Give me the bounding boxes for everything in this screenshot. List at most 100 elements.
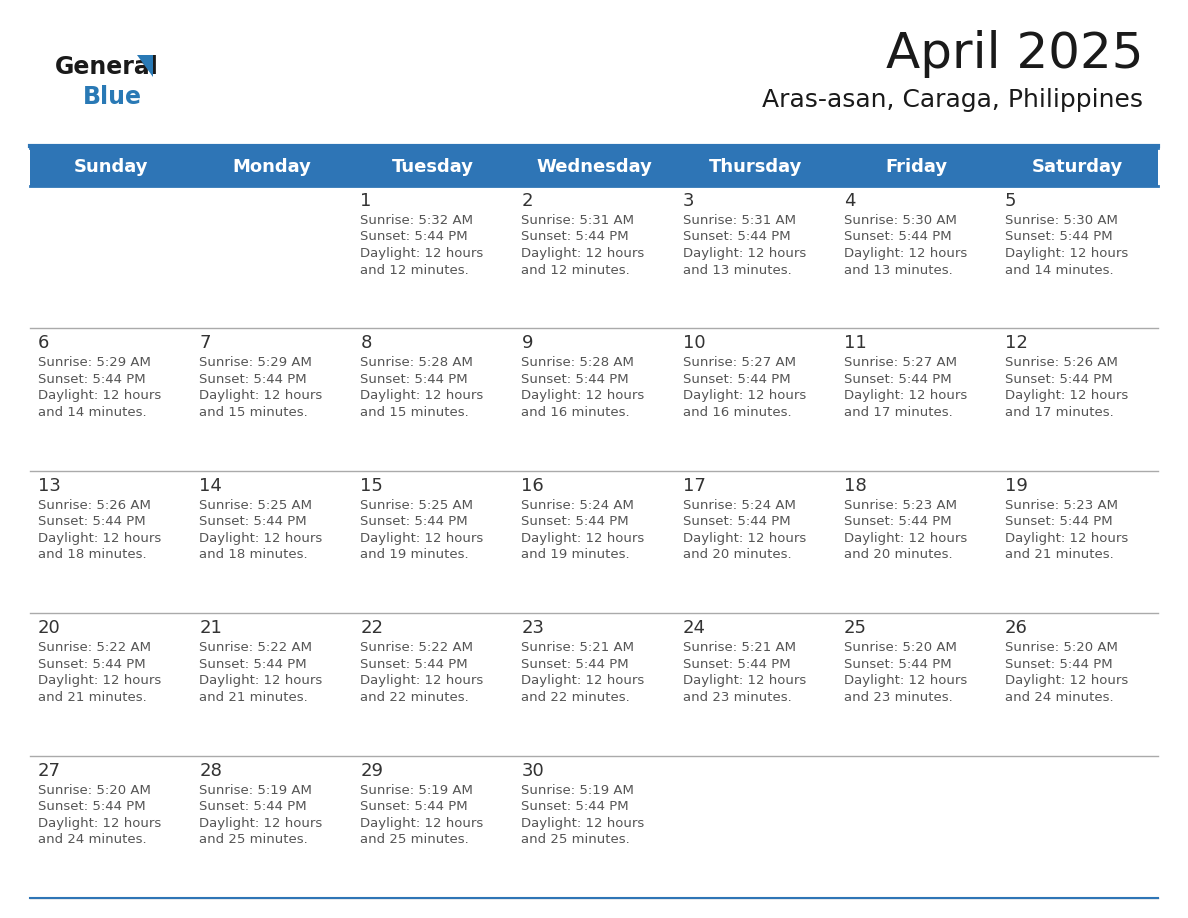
Bar xyxy=(353,186,513,329)
Text: 30: 30 xyxy=(522,762,544,779)
Bar xyxy=(835,613,997,756)
Text: and 17 minutes.: and 17 minutes. xyxy=(1005,406,1113,419)
Text: Sunrise: 5:29 AM: Sunrise: 5:29 AM xyxy=(200,356,312,369)
Text: Sunset: 5:44 PM: Sunset: 5:44 PM xyxy=(200,373,307,386)
Text: Daylight: 12 hours: Daylight: 12 hours xyxy=(200,389,322,402)
Text: and 21 minutes.: and 21 minutes. xyxy=(200,690,308,704)
Text: Sunset: 5:44 PM: Sunset: 5:44 PM xyxy=(1005,230,1112,243)
Text: Sunset: 5:44 PM: Sunset: 5:44 PM xyxy=(38,800,146,813)
Text: Sunset: 5:44 PM: Sunset: 5:44 PM xyxy=(38,373,146,386)
Text: and 21 minutes.: and 21 minutes. xyxy=(38,690,147,704)
Text: Sunset: 5:44 PM: Sunset: 5:44 PM xyxy=(360,800,468,813)
Bar xyxy=(30,329,191,471)
Bar xyxy=(513,329,675,471)
Text: Sunset: 5:44 PM: Sunset: 5:44 PM xyxy=(522,515,630,528)
Text: Sunrise: 5:26 AM: Sunrise: 5:26 AM xyxy=(1005,356,1118,369)
Text: Daylight: 12 hours: Daylight: 12 hours xyxy=(38,674,162,688)
Text: 3: 3 xyxy=(683,192,694,210)
Text: 27: 27 xyxy=(38,762,61,779)
Text: 16: 16 xyxy=(522,476,544,495)
Text: and 12 minutes.: and 12 minutes. xyxy=(360,263,469,276)
Text: Daylight: 12 hours: Daylight: 12 hours xyxy=(1005,247,1129,260)
Bar xyxy=(675,186,835,329)
Text: 7: 7 xyxy=(200,334,210,353)
Text: 5: 5 xyxy=(1005,192,1017,210)
Text: Daylight: 12 hours: Daylight: 12 hours xyxy=(38,817,162,830)
Text: 1: 1 xyxy=(360,192,372,210)
Text: Sunrise: 5:26 AM: Sunrise: 5:26 AM xyxy=(38,498,151,512)
Bar xyxy=(30,148,1158,186)
Bar xyxy=(513,471,675,613)
Text: 9: 9 xyxy=(522,334,533,353)
Text: Saturday: Saturday xyxy=(1032,158,1123,176)
Text: Sunrise: 5:25 AM: Sunrise: 5:25 AM xyxy=(200,498,312,512)
Bar xyxy=(675,613,835,756)
Text: Daylight: 12 hours: Daylight: 12 hours xyxy=(360,532,484,544)
Bar xyxy=(997,186,1158,329)
Text: Sunset: 5:44 PM: Sunset: 5:44 PM xyxy=(683,657,790,671)
Text: Sunset: 5:44 PM: Sunset: 5:44 PM xyxy=(1005,515,1112,528)
Text: Daylight: 12 hours: Daylight: 12 hours xyxy=(200,817,322,830)
Bar xyxy=(997,613,1158,756)
Text: Sunrise: 5:29 AM: Sunrise: 5:29 AM xyxy=(38,356,151,369)
Text: Sunset: 5:44 PM: Sunset: 5:44 PM xyxy=(38,657,146,671)
Text: Sunrise: 5:28 AM: Sunrise: 5:28 AM xyxy=(360,356,473,369)
Text: Sunrise: 5:21 AM: Sunrise: 5:21 AM xyxy=(683,641,796,655)
Polygon shape xyxy=(137,55,153,77)
Text: 11: 11 xyxy=(843,334,866,353)
Text: Sunset: 5:44 PM: Sunset: 5:44 PM xyxy=(360,515,468,528)
Bar xyxy=(997,329,1158,471)
Text: 17: 17 xyxy=(683,476,706,495)
Text: and 21 minutes.: and 21 minutes. xyxy=(1005,548,1113,561)
Text: and 17 minutes.: and 17 minutes. xyxy=(843,406,953,419)
Text: 26: 26 xyxy=(1005,620,1028,637)
Text: Sunrise: 5:32 AM: Sunrise: 5:32 AM xyxy=(360,214,473,227)
Bar xyxy=(191,613,353,756)
Text: Sunset: 5:44 PM: Sunset: 5:44 PM xyxy=(683,515,790,528)
Bar xyxy=(835,329,997,471)
Text: Blue: Blue xyxy=(83,85,143,109)
Text: Daylight: 12 hours: Daylight: 12 hours xyxy=(843,674,967,688)
Text: and 16 minutes.: and 16 minutes. xyxy=(522,406,630,419)
Bar xyxy=(30,471,191,613)
Text: and 14 minutes.: and 14 minutes. xyxy=(1005,263,1113,276)
Text: Sunset: 5:44 PM: Sunset: 5:44 PM xyxy=(1005,657,1112,671)
Text: Sunday: Sunday xyxy=(74,158,147,176)
Bar xyxy=(675,756,835,898)
Text: 6: 6 xyxy=(38,334,50,353)
Text: Friday: Friday xyxy=(885,158,947,176)
Text: Daylight: 12 hours: Daylight: 12 hours xyxy=(360,247,484,260)
Text: Sunset: 5:44 PM: Sunset: 5:44 PM xyxy=(360,657,468,671)
Text: Daylight: 12 hours: Daylight: 12 hours xyxy=(683,674,805,688)
Text: 13: 13 xyxy=(38,476,61,495)
Text: Sunrise: 5:27 AM: Sunrise: 5:27 AM xyxy=(843,356,956,369)
Text: Daylight: 12 hours: Daylight: 12 hours xyxy=(360,817,484,830)
Text: Sunrise: 5:20 AM: Sunrise: 5:20 AM xyxy=(843,641,956,655)
Text: Tuesday: Tuesday xyxy=(392,158,474,176)
Text: and 19 minutes.: and 19 minutes. xyxy=(360,548,469,561)
Text: Aras-asan, Caraga, Philippines: Aras-asan, Caraga, Philippines xyxy=(762,88,1143,112)
Text: and 16 minutes.: and 16 minutes. xyxy=(683,406,791,419)
Text: Sunset: 5:44 PM: Sunset: 5:44 PM xyxy=(683,230,790,243)
Text: Daylight: 12 hours: Daylight: 12 hours xyxy=(360,389,484,402)
Text: Sunrise: 5:19 AM: Sunrise: 5:19 AM xyxy=(360,784,473,797)
Bar xyxy=(835,186,997,329)
Text: Daylight: 12 hours: Daylight: 12 hours xyxy=(1005,532,1129,544)
Text: and 13 minutes.: and 13 minutes. xyxy=(843,263,953,276)
Text: Daylight: 12 hours: Daylight: 12 hours xyxy=(38,389,162,402)
Bar xyxy=(997,756,1158,898)
Text: Daylight: 12 hours: Daylight: 12 hours xyxy=(200,674,322,688)
Text: and 19 minutes.: and 19 minutes. xyxy=(522,548,630,561)
Text: and 25 minutes.: and 25 minutes. xyxy=(522,834,630,846)
Text: Daylight: 12 hours: Daylight: 12 hours xyxy=(522,674,645,688)
Text: and 20 minutes.: and 20 minutes. xyxy=(683,548,791,561)
Text: Sunset: 5:44 PM: Sunset: 5:44 PM xyxy=(683,373,790,386)
Text: 12: 12 xyxy=(1005,334,1028,353)
Text: and 13 minutes.: and 13 minutes. xyxy=(683,263,791,276)
Text: and 24 minutes.: and 24 minutes. xyxy=(1005,690,1113,704)
Text: Wednesday: Wednesday xyxy=(536,158,652,176)
Text: 29: 29 xyxy=(360,762,384,779)
Bar xyxy=(353,756,513,898)
Text: 23: 23 xyxy=(522,620,544,637)
Text: Daylight: 12 hours: Daylight: 12 hours xyxy=(360,674,484,688)
